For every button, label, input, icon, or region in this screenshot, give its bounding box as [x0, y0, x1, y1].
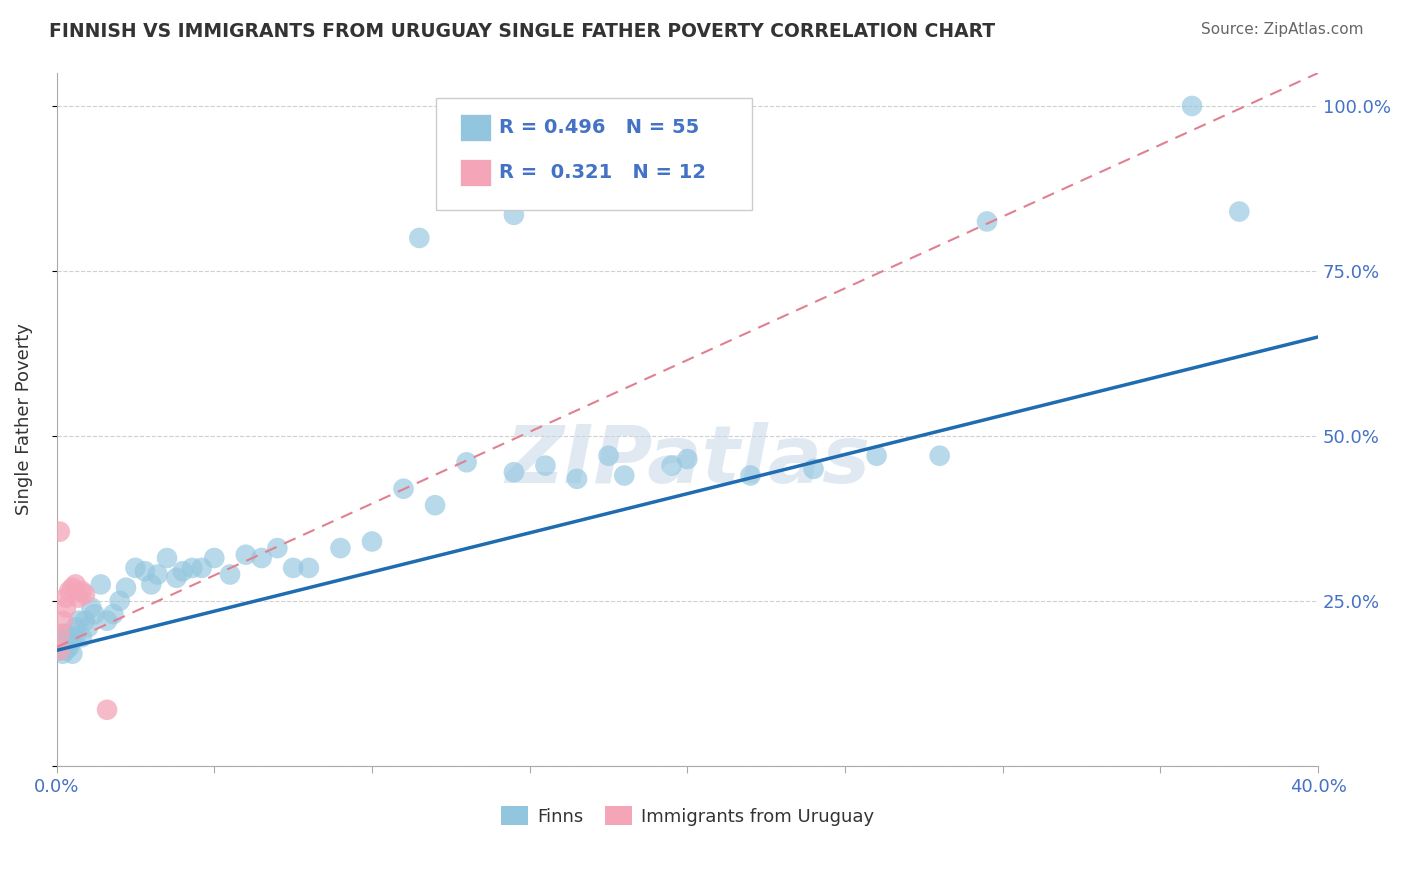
Point: [49, 643, 72, 657]
Point: [55, 591, 77, 605]
Y-axis label: Single Father Poverty: Single Father Poverty: [15, 324, 32, 516]
Point: [49, 524, 72, 539]
Point: [52, 647, 75, 661]
Legend: Finns, Immigrants from Uruguay: Finns, Immigrants from Uruguay: [494, 799, 882, 833]
Point: [865, 449, 887, 463]
Point: [55, 600, 77, 615]
Point: [329, 541, 352, 555]
Point: [67, 591, 90, 605]
Point: [67, 614, 90, 628]
Point: [740, 468, 762, 483]
Point: [55, 643, 77, 657]
Point: [235, 548, 257, 562]
Point: [49, 627, 72, 641]
Point: [108, 594, 131, 608]
Point: [70, 630, 93, 644]
Point: [58, 584, 80, 599]
Point: [103, 607, 125, 621]
Point: [219, 567, 242, 582]
Point: [65, 630, 87, 644]
Text: Source: ZipAtlas.com: Source: ZipAtlas.com: [1201, 22, 1364, 37]
Point: [52, 627, 75, 641]
Point: [976, 214, 998, 228]
Text: R =  0.321   N = 12: R = 0.321 N = 12: [499, 162, 706, 182]
Point: [52, 614, 75, 628]
Point: [58, 630, 80, 644]
Point: [124, 561, 146, 575]
Point: [534, 458, 557, 473]
Point: [65, 577, 87, 591]
Point: [676, 452, 699, 467]
Point: [166, 571, 188, 585]
Point: [77, 620, 100, 634]
Point: [141, 577, 163, 591]
Point: [60, 633, 83, 648]
Point: [298, 561, 321, 575]
Point: [73, 614, 96, 628]
Point: [190, 561, 212, 575]
Point: [361, 534, 384, 549]
Point: [172, 564, 194, 578]
Point: [96, 614, 118, 628]
Point: [49, 633, 72, 648]
Point: [928, 449, 950, 463]
Point: [156, 551, 179, 566]
Point: [202, 551, 225, 566]
Point: [181, 561, 204, 575]
Point: [55, 627, 77, 641]
Point: [281, 561, 304, 575]
Point: [423, 498, 446, 512]
Point: [60, 581, 83, 595]
Point: [73, 587, 96, 601]
Point: [80, 600, 103, 615]
Point: [65, 620, 87, 634]
Point: [115, 581, 138, 595]
Point: [266, 541, 288, 555]
Point: [49, 643, 72, 657]
Point: [503, 208, 526, 222]
Point: [408, 231, 430, 245]
Point: [58, 640, 80, 654]
Point: [1227, 204, 1250, 219]
Text: FINNISH VS IMMIGRANTS FROM URUGUAY SINGLE FATHER POVERTY CORRELATION CHART: FINNISH VS IMMIGRANTS FROM URUGUAY SINGL…: [49, 22, 995, 41]
Point: [392, 482, 415, 496]
Point: [803, 462, 825, 476]
Point: [83, 607, 105, 621]
Point: [146, 567, 169, 582]
Point: [96, 703, 118, 717]
Point: [250, 551, 273, 566]
Point: [60, 647, 83, 661]
Text: R = 0.496   N = 55: R = 0.496 N = 55: [499, 118, 699, 137]
Point: [70, 584, 93, 599]
Point: [565, 472, 588, 486]
Point: [456, 455, 478, 469]
Point: [598, 449, 620, 463]
Point: [1181, 99, 1204, 113]
Point: [90, 577, 112, 591]
Point: [503, 465, 526, 479]
Text: ZIPatlas: ZIPatlas: [505, 422, 870, 500]
Point: [661, 458, 683, 473]
Point: [613, 468, 636, 483]
Point: [134, 564, 156, 578]
